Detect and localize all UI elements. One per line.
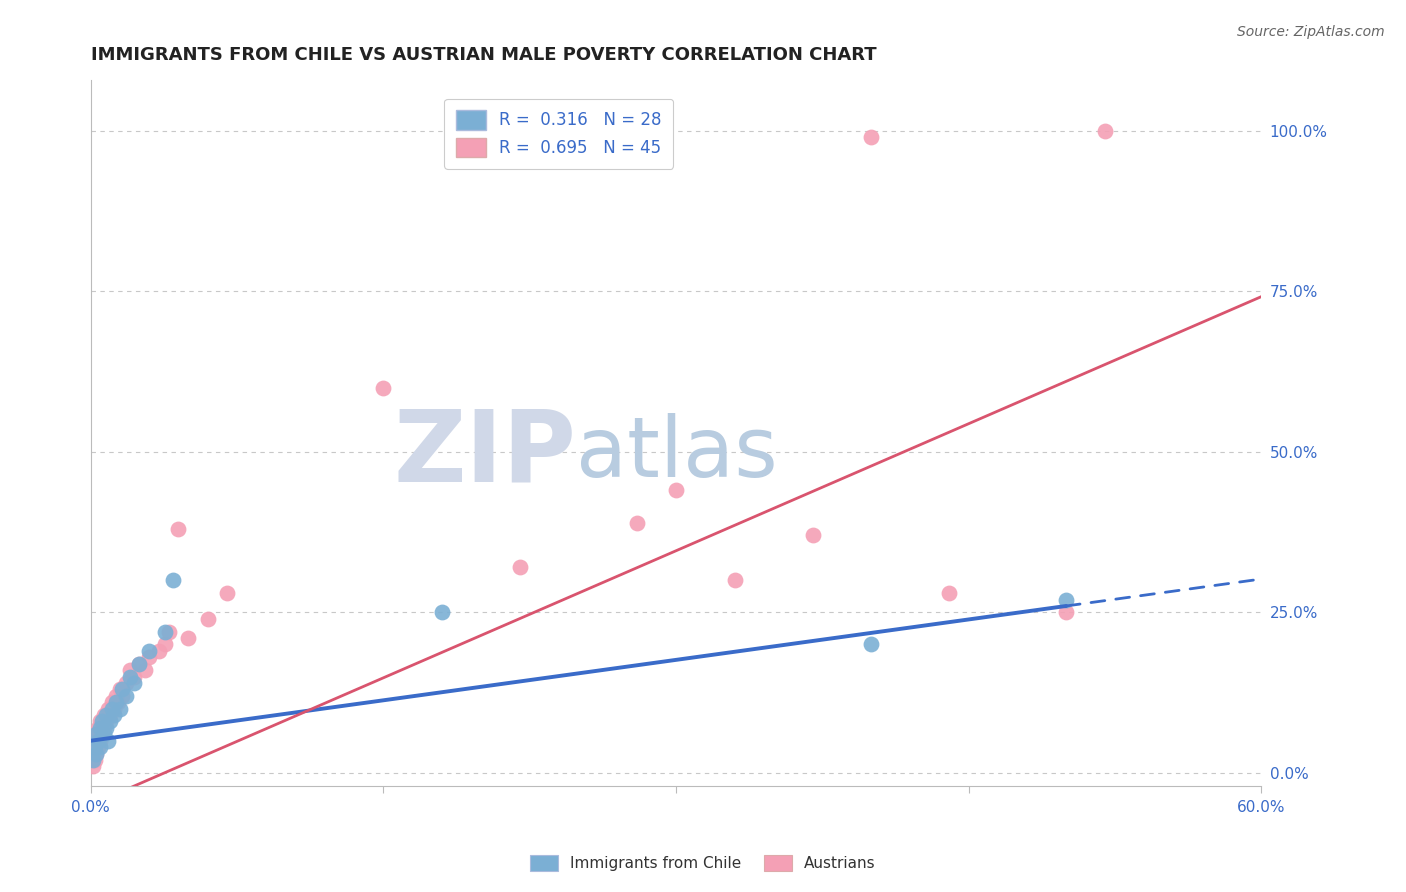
Text: IMMIGRANTS FROM CHILE VS AUSTRIAN MALE POVERTY CORRELATION CHART: IMMIGRANTS FROM CHILE VS AUSTRIAN MALE P… — [90, 46, 876, 64]
Point — [103, 701, 125, 715]
Point — [93, 708, 115, 723]
Point — [938, 586, 960, 600]
Point — [91, 714, 114, 729]
Point — [118, 669, 141, 683]
Point — [82, 753, 104, 767]
Point — [96, 721, 118, 735]
Point — [82, 759, 104, 773]
Point — [1054, 592, 1077, 607]
Point — [114, 689, 136, 703]
Point — [86, 747, 108, 761]
Point — [93, 727, 115, 741]
Point — [87, 721, 110, 735]
Point — [134, 663, 156, 677]
Point — [82, 747, 104, 761]
Point — [104, 695, 127, 709]
Point — [128, 657, 150, 671]
Point — [122, 676, 145, 690]
Point — [373, 381, 395, 395]
Point — [108, 701, 131, 715]
Point — [626, 516, 648, 530]
Text: Source: ZipAtlas.com: Source: ZipAtlas.com — [1237, 25, 1385, 39]
Point — [89, 721, 111, 735]
Point — [87, 733, 110, 747]
Point — [153, 637, 176, 651]
Point — [98, 708, 121, 723]
Point — [1094, 124, 1116, 138]
Point — [153, 624, 176, 639]
Point — [111, 689, 134, 703]
Point — [665, 483, 688, 498]
Point — [107, 695, 129, 709]
Point — [93, 721, 115, 735]
Point — [89, 714, 111, 729]
Point — [89, 740, 111, 755]
Point — [86, 727, 108, 741]
Point — [86, 727, 108, 741]
Point — [97, 701, 120, 715]
Point — [157, 624, 180, 639]
Point — [98, 714, 121, 729]
Point — [108, 682, 131, 697]
Point — [801, 528, 824, 542]
Point — [162, 574, 184, 588]
Point — [86, 747, 108, 761]
Point — [128, 657, 150, 671]
Point — [167, 522, 190, 536]
Legend: R =  0.316   N = 28, R =  0.695   N = 45: R = 0.316 N = 28, R = 0.695 N = 45 — [444, 99, 673, 169]
Point — [509, 560, 531, 574]
Point — [217, 586, 239, 600]
Point — [96, 714, 118, 729]
Point — [122, 669, 145, 683]
Point — [177, 631, 200, 645]
Point — [1054, 606, 1077, 620]
Point — [860, 130, 883, 145]
Text: atlas: atlas — [576, 413, 779, 494]
Point — [138, 650, 160, 665]
Point — [148, 644, 170, 658]
Point — [91, 727, 114, 741]
Point — [96, 708, 118, 723]
Point — [430, 606, 453, 620]
Point — [97, 733, 120, 747]
Point — [118, 663, 141, 677]
Point — [114, 676, 136, 690]
Point — [860, 637, 883, 651]
Point — [83, 753, 105, 767]
Point — [87, 740, 110, 755]
Point — [89, 733, 111, 747]
Point — [723, 574, 745, 588]
Point — [111, 682, 134, 697]
Point — [83, 733, 105, 747]
Point — [103, 708, 125, 723]
Point — [197, 612, 219, 626]
Text: ZIP: ZIP — [394, 405, 576, 502]
Point — [138, 644, 160, 658]
Point — [101, 701, 124, 715]
Point — [104, 689, 127, 703]
Legend: Immigrants from Chile, Austrians: Immigrants from Chile, Austrians — [524, 849, 882, 877]
Point — [101, 695, 124, 709]
Point — [83, 740, 105, 755]
